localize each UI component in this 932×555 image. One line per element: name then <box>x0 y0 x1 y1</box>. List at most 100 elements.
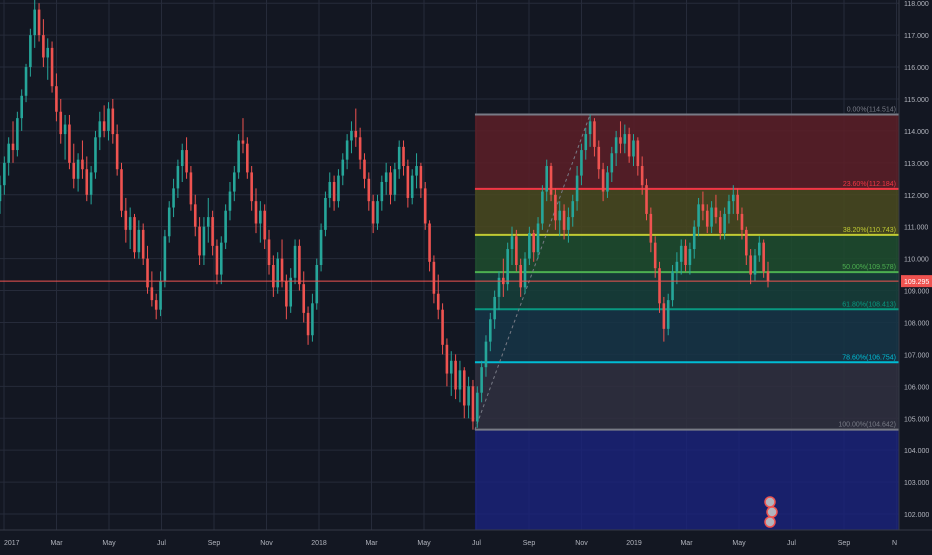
candle-body <box>42 35 45 58</box>
candle-body <box>601 169 605 192</box>
candle-body <box>528 233 531 259</box>
candle-body <box>98 121 102 138</box>
candle-body <box>684 245 687 265</box>
y-tick-label: 118.000 <box>904 1 929 8</box>
x-tick-label: Mar <box>365 540 378 547</box>
candle-body <box>263 210 266 240</box>
candle-body <box>632 140 635 157</box>
candle-body <box>128 217 132 230</box>
candle-body <box>115 134 119 170</box>
candle-body <box>588 121 592 135</box>
candle-body <box>627 134 631 157</box>
candle-body <box>167 207 171 237</box>
fib-level-label: 78.60%(106.754) <box>842 354 896 361</box>
x-tick-label: 2018 <box>311 540 327 547</box>
x-tick-label: Nov <box>260 540 273 547</box>
candle-body <box>315 265 319 304</box>
x-tick-label: 2017 <box>4 540 20 547</box>
y-tick-label: 116.000 <box>904 65 929 72</box>
candle-body <box>688 249 692 265</box>
candle-body <box>328 181 332 198</box>
candle-body <box>311 303 314 336</box>
candle-body <box>7 143 10 163</box>
fib-trend-line[interactable] <box>474 114 591 430</box>
candle-body <box>467 386 470 406</box>
x-tick-label: N <box>892 540 897 547</box>
candle-body <box>124 210 128 230</box>
candle-body <box>762 242 765 272</box>
candle-body <box>636 140 640 167</box>
candle-body <box>558 210 562 221</box>
candle-body <box>237 140 240 173</box>
last-price-label: 109.295 <box>904 279 929 286</box>
candle-body <box>701 204 705 211</box>
candle-body <box>233 172 236 192</box>
candle-body <box>554 194 557 221</box>
candle-body <box>671 271 674 301</box>
candle-body <box>289 277 293 307</box>
candle-body <box>640 166 644 186</box>
y-tick-label: 108.000 <box>904 320 929 327</box>
candle-body <box>176 166 180 189</box>
candle-body <box>3 162 6 186</box>
x-tick-label: Jul <box>472 540 481 547</box>
x-tick-label: Nov <box>575 540 588 547</box>
candle-body <box>758 242 761 256</box>
candle-body <box>480 367 483 393</box>
fibonacci-retracement[interactable]: 0.00%(114.514) 23.60%(112.184) 38.20%(110.… <box>474 106 899 530</box>
candle-body <box>462 370 466 406</box>
candle-body <box>85 169 89 195</box>
candle-body <box>393 169 397 195</box>
candle-body <box>493 296 496 320</box>
candle-body <box>645 185 648 214</box>
fib-zone <box>474 362 899 430</box>
candle-body <box>623 134 627 144</box>
fib-zone <box>474 114 899 189</box>
x-tick-label: May <box>102 540 116 547</box>
candle-body <box>137 229 141 253</box>
candle-body <box>415 166 418 176</box>
candle-body <box>102 121 106 131</box>
y-tick-label: 117.000 <box>904 33 929 40</box>
candle-body <box>20 95 23 119</box>
candle-body <box>649 213 653 243</box>
candle-body <box>332 181 336 202</box>
y-tick-label: 109.000 <box>904 289 929 296</box>
y-tick-label: 105.000 <box>904 416 929 423</box>
candle-body <box>72 162 76 179</box>
y-tick-label: 112.000 <box>904 193 929 200</box>
candle-body <box>441 309 444 345</box>
y-tick-label: 115.000 <box>904 97 929 104</box>
event-marker-icon[interactable] <box>766 506 778 518</box>
candle-body <box>224 210 227 243</box>
x-tick-label: 2019 <box>626 540 642 547</box>
y-tick-label: 103.000 <box>904 480 929 487</box>
y-tick-label: 107.000 <box>904 352 929 359</box>
candle-body <box>454 360 457 390</box>
candle-body <box>172 188 175 208</box>
candle-body <box>736 194 739 214</box>
candle-body <box>575 175 579 202</box>
candle-body <box>423 188 427 224</box>
candle-body <box>37 9 41 36</box>
candle-body <box>541 191 544 224</box>
fib-level-label: 100.00%(104.642) <box>838 422 896 429</box>
candle-body <box>489 319 492 342</box>
event-marker-icon[interactable] <box>764 516 776 528</box>
candle-body <box>358 137 362 160</box>
candle-body <box>380 181 384 202</box>
candle-body <box>120 169 123 211</box>
event-marker-icon[interactable] <box>764 496 776 508</box>
fib-level-label: 61.80%(108.413) <box>842 301 896 308</box>
candle-body <box>89 172 93 195</box>
candle-body <box>246 143 249 173</box>
x-tick-label: Sep <box>523 540 536 547</box>
candle-body <box>254 201 258 224</box>
candle-body <box>515 236 518 265</box>
candle-body <box>302 284 306 313</box>
candle-body <box>24 67 28 96</box>
candle-body <box>306 312 310 336</box>
candle-body <box>471 386 475 422</box>
